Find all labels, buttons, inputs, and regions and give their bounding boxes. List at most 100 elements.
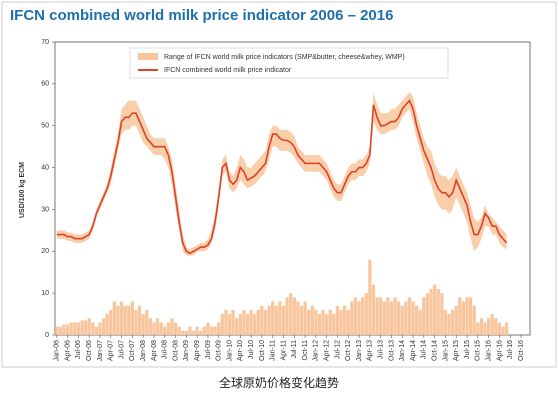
bar — [73, 322, 77, 335]
legend-swatch — [138, 53, 158, 60]
bar — [346, 309, 350, 335]
bar — [213, 326, 217, 335]
x-tick-label: Oct-15 — [475, 340, 482, 361]
bar — [98, 322, 102, 335]
bar — [278, 301, 282, 335]
x-tick-label: Jan-16 — [485, 340, 492, 362]
bar — [429, 288, 433, 335]
bar — [253, 314, 257, 335]
x-tick-label: Jul-08 — [162, 340, 169, 359]
bar — [249, 309, 253, 335]
bar — [159, 322, 163, 335]
bar — [285, 297, 289, 335]
bar — [501, 326, 505, 335]
bar — [170, 318, 174, 335]
bar — [202, 326, 206, 335]
bar — [83, 320, 88, 335]
bar — [94, 326, 99, 335]
bar — [310, 305, 314, 335]
bar — [206, 322, 210, 335]
bar — [371, 284, 376, 335]
bar — [91, 322, 95, 335]
bar — [256, 309, 260, 335]
bar — [231, 309, 235, 335]
x-tick-label: Jul-06 — [75, 340, 82, 359]
bar — [407, 297, 412, 335]
x-tick-label: Jan-14 — [399, 340, 406, 362]
bar — [382, 301, 386, 335]
x-tick-label: Jan-10 — [226, 340, 233, 362]
bar — [55, 326, 59, 335]
bar — [181, 330, 185, 335]
x-tick-label: Oct-12 — [345, 340, 352, 361]
x-tick-label: Apr-10 — [237, 340, 244, 361]
x-tick-label: Apr-16 — [496, 340, 503, 361]
bar — [497, 322, 502, 335]
x-tick-label: Apr-08 — [151, 340, 158, 361]
bar — [343, 305, 347, 335]
y-axis-label: USD/100 kg ECM — [19, 162, 26, 218]
bar — [397, 301, 401, 335]
bar — [80, 320, 84, 335]
bar — [404, 301, 408, 335]
x-tick-label: Jul-09 — [205, 340, 212, 359]
y-tick-label: 10 — [41, 290, 49, 297]
chart-title: IFCN combined world milk price indicator… — [10, 7, 393, 24]
bar — [436, 288, 440, 335]
bar — [173, 322, 178, 335]
bar — [415, 305, 419, 335]
x-tick-label: Apr-09 — [194, 340, 201, 361]
x-tick-label: Apr-07 — [108, 340, 115, 361]
x-tick-label: Oct-13 — [388, 340, 395, 361]
bar — [227, 314, 232, 335]
bar — [224, 309, 228, 335]
bar — [411, 301, 415, 335]
bar — [389, 301, 394, 335]
bar — [292, 297, 296, 335]
bar — [127, 305, 131, 335]
bar — [339, 309, 343, 335]
bar — [328, 309, 332, 335]
bar — [440, 293, 444, 335]
bar — [87, 318, 91, 335]
bar — [458, 297, 462, 335]
bar — [504, 322, 509, 335]
bar — [386, 297, 390, 335]
bar — [379, 297, 383, 335]
x-tick-label: Oct-06 — [86, 340, 93, 361]
x-tick-label: Oct-16 — [518, 340, 525, 361]
legend-label: IFCN combined world milk price indicator — [164, 67, 292, 74]
y-tick-label: 0 — [45, 332, 49, 339]
bar — [375, 297, 379, 335]
bar — [483, 322, 487, 335]
x-tick-label: Oct-11 — [302, 340, 309, 361]
bar — [476, 322, 480, 335]
bar — [393, 297, 397, 335]
bar — [267, 305, 271, 335]
bar — [325, 314, 329, 335]
x-tick-label: Oct-09 — [216, 340, 223, 361]
bar — [76, 322, 81, 335]
bar — [130, 301, 134, 335]
y-tick-label: 70 — [41, 39, 49, 46]
bar — [123, 305, 127, 335]
bar — [217, 322, 221, 335]
x-tick-label: Jul-16 — [507, 340, 514, 359]
bar — [209, 326, 214, 335]
bar — [177, 326, 181, 335]
bar — [296, 301, 300, 335]
bar — [195, 326, 199, 335]
bar — [101, 318, 106, 335]
x-tick-label: Apr-06 — [64, 340, 71, 361]
bar — [422, 297, 426, 335]
bar — [494, 318, 498, 335]
bar — [479, 318, 484, 335]
bar — [281, 305, 286, 335]
bar — [443, 309, 448, 335]
x-tick-label: Jul-11 — [291, 340, 298, 359]
bar — [274, 305, 278, 335]
bar — [238, 314, 242, 335]
y-tick-label: 50 — [41, 123, 49, 130]
bar — [335, 305, 340, 335]
